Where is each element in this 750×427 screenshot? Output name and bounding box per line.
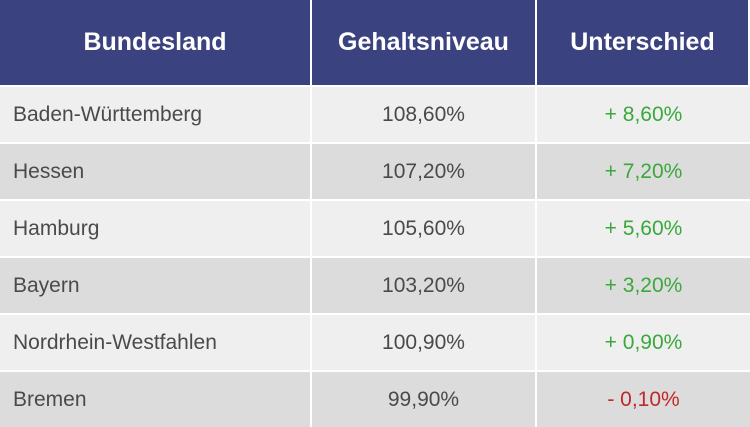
header-gehaltsniveau: Gehaltsniveau	[312, 0, 537, 85]
cell-level: 108,60%	[312, 85, 537, 142]
header-bundesland: Bundesland	[0, 0, 312, 85]
cell-level: 103,20%	[312, 256, 537, 313]
cell-diff: + 8,60%	[537, 85, 750, 142]
cell-diff: + 7,20%	[537, 142, 750, 199]
cell-diff: + 5,60%	[537, 199, 750, 256]
cell-level: 107,20%	[312, 142, 537, 199]
cell-level: 99,90%	[312, 370, 537, 427]
cell-state: Hamburg	[0, 199, 312, 256]
header-unterschied: Unterschied	[537, 0, 750, 85]
cell-state: Hessen	[0, 142, 312, 199]
cell-diff: + 3,20%	[537, 256, 750, 313]
cell-state: Nordrhein-Westfahlen	[0, 313, 312, 370]
cell-diff: + 0,90%	[537, 313, 750, 370]
cell-state: Bremen	[0, 370, 312, 427]
cell-diff: - 0,10%	[537, 370, 750, 427]
cell-level: 100,90%	[312, 313, 537, 370]
cell-state: Baden-Württemberg	[0, 85, 312, 142]
cell-level: 105,60%	[312, 199, 537, 256]
cell-state: Bayern	[0, 256, 312, 313]
